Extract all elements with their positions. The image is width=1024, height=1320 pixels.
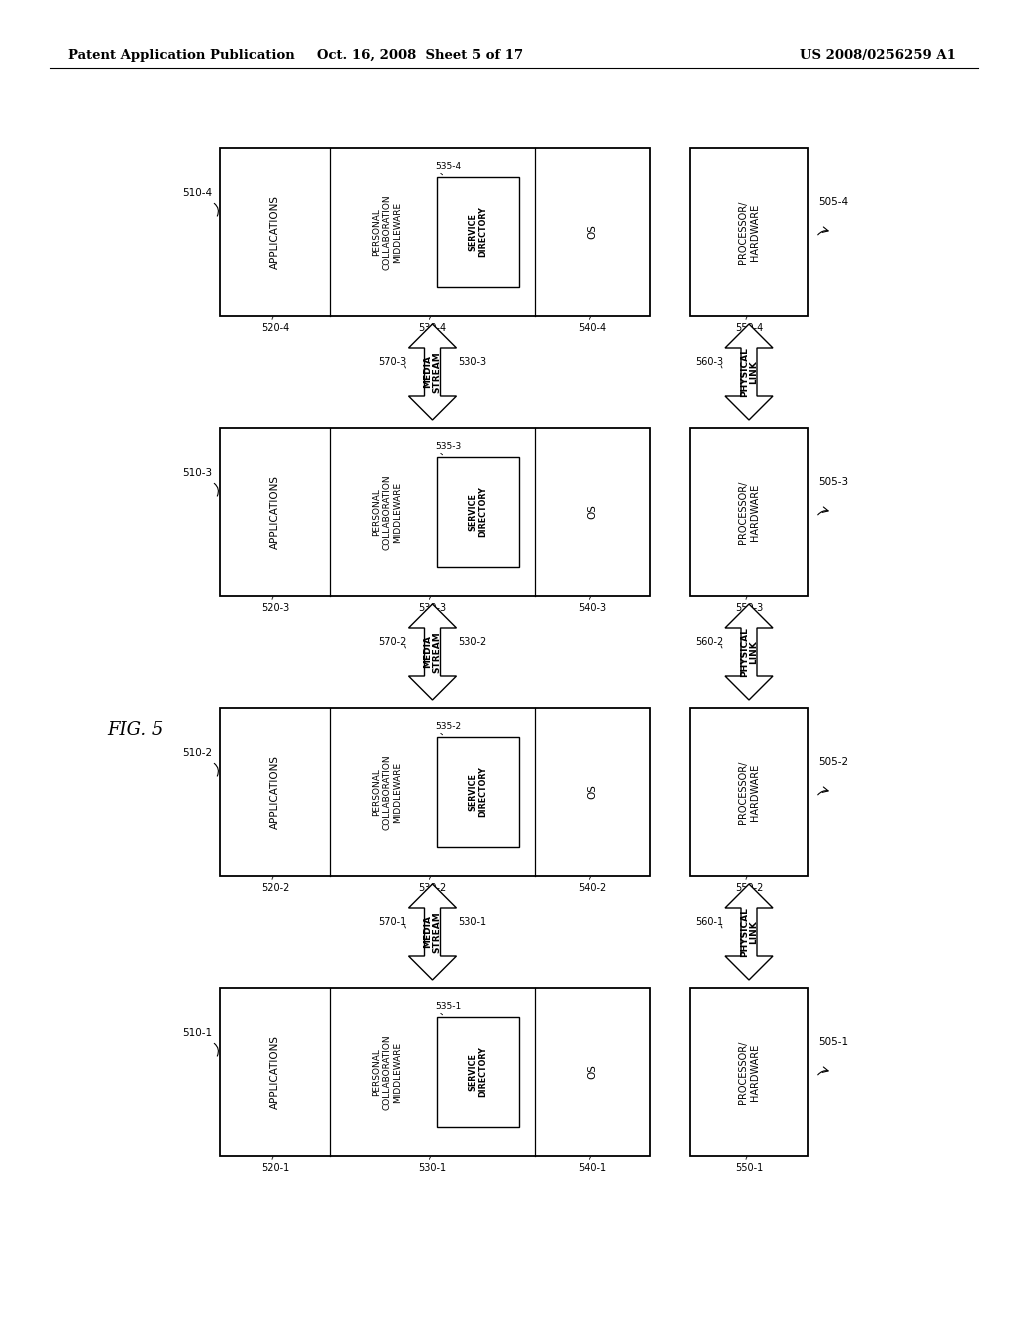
Text: 570-1: 570-1 xyxy=(378,917,407,927)
Text: 530-3: 530-3 xyxy=(419,603,446,612)
Text: APPLICATIONS: APPLICATIONS xyxy=(270,475,280,549)
Text: PERSONAL
COLLABORATION
MIDDLEWARE: PERSONAL COLLABORATION MIDDLEWARE xyxy=(373,1034,402,1110)
Text: 550-2: 550-2 xyxy=(735,883,763,894)
Text: 530-1: 530-1 xyxy=(459,917,486,927)
Text: 540-4: 540-4 xyxy=(579,323,606,333)
Text: MEDIA
STREAM: MEDIA STREAM xyxy=(423,351,441,393)
Polygon shape xyxy=(409,605,457,700)
Bar xyxy=(436,457,518,568)
Text: PROCESSOR/
HARDWARE: PROCESSOR/ HARDWARE xyxy=(738,201,760,264)
Text: APPLICATIONS: APPLICATIONS xyxy=(270,755,280,829)
Text: 550-4: 550-4 xyxy=(735,323,763,333)
Text: APPLICATIONS: APPLICATIONS xyxy=(270,195,280,269)
Text: OS: OS xyxy=(588,504,597,520)
Text: US 2008/0256259 A1: US 2008/0256259 A1 xyxy=(800,49,956,62)
Text: PERSONAL
COLLABORATION
MIDDLEWARE: PERSONAL COLLABORATION MIDDLEWARE xyxy=(373,194,402,269)
Text: APPLICATIONS: APPLICATIONS xyxy=(270,1035,280,1109)
Text: PROCESSOR/
HARDWARE: PROCESSOR/ HARDWARE xyxy=(738,760,760,824)
Text: MEDIA
STREAM: MEDIA STREAM xyxy=(423,911,441,953)
Text: PHYSICAL
LINK: PHYSICAL LINK xyxy=(739,627,759,677)
Text: 510-3: 510-3 xyxy=(182,469,212,478)
Bar xyxy=(436,737,518,847)
Text: 535-1: 535-1 xyxy=(435,1002,462,1011)
Text: 530-4: 530-4 xyxy=(419,323,446,333)
Bar xyxy=(690,148,808,315)
Bar xyxy=(690,428,808,597)
Text: OS: OS xyxy=(588,224,597,239)
Text: 530-2: 530-2 xyxy=(459,638,486,647)
Text: 540-2: 540-2 xyxy=(579,883,606,894)
Text: 520-1: 520-1 xyxy=(261,1163,289,1173)
Text: SERVICE
DIRECTORY: SERVICE DIRECTORY xyxy=(468,1047,487,1097)
Text: 505-3: 505-3 xyxy=(818,477,848,487)
Text: 570-3: 570-3 xyxy=(378,356,407,367)
Text: Oct. 16, 2008  Sheet 5 of 17: Oct. 16, 2008 Sheet 5 of 17 xyxy=(317,49,523,62)
Text: 530-2: 530-2 xyxy=(419,883,446,894)
Text: 535-3: 535-3 xyxy=(435,442,462,450)
Text: 530-3: 530-3 xyxy=(459,356,486,367)
Text: 520-2: 520-2 xyxy=(261,883,289,894)
Text: SERVICE
DIRECTORY: SERVICE DIRECTORY xyxy=(468,767,487,817)
Text: 550-1: 550-1 xyxy=(735,1163,763,1173)
Text: 510-1: 510-1 xyxy=(182,1028,212,1039)
Text: 570-2: 570-2 xyxy=(378,638,407,647)
Polygon shape xyxy=(409,323,457,420)
Polygon shape xyxy=(725,323,773,420)
Bar xyxy=(690,987,808,1156)
Text: 560-1: 560-1 xyxy=(695,917,723,927)
Text: 550-3: 550-3 xyxy=(735,603,763,612)
Text: OS: OS xyxy=(588,1064,597,1080)
Text: 510-2: 510-2 xyxy=(182,748,212,759)
Text: 540-1: 540-1 xyxy=(579,1163,606,1173)
Text: 560-3: 560-3 xyxy=(695,356,723,367)
Text: SERVICE
DIRECTORY: SERVICE DIRECTORY xyxy=(468,206,487,257)
Text: OS: OS xyxy=(588,784,597,800)
Text: PHYSICAL
LINK: PHYSICAL LINK xyxy=(739,907,759,957)
Text: MEDIA
STREAM: MEDIA STREAM xyxy=(423,631,441,673)
Text: 530-1: 530-1 xyxy=(419,1163,446,1173)
Polygon shape xyxy=(725,605,773,700)
Text: 540-3: 540-3 xyxy=(579,603,606,612)
Bar xyxy=(220,708,650,876)
Text: FIG. 5: FIG. 5 xyxy=(106,721,164,739)
Text: 510-4: 510-4 xyxy=(182,189,212,198)
Bar xyxy=(436,1016,518,1127)
Text: 535-4: 535-4 xyxy=(435,161,462,170)
Text: SERVICE
DIRECTORY: SERVICE DIRECTORY xyxy=(468,487,487,537)
Polygon shape xyxy=(725,884,773,979)
Bar xyxy=(220,148,650,315)
Text: PERSONAL
COLLABORATION
MIDDLEWARE: PERSONAL COLLABORATION MIDDLEWARE xyxy=(373,474,402,550)
Polygon shape xyxy=(409,884,457,979)
Text: Patent Application Publication: Patent Application Publication xyxy=(68,49,295,62)
Text: PROCESSOR/
HARDWARE: PROCESSOR/ HARDWARE xyxy=(738,480,760,544)
Text: 560-2: 560-2 xyxy=(694,638,723,647)
Text: 505-1: 505-1 xyxy=(818,1036,848,1047)
Bar xyxy=(690,708,808,876)
Text: 505-4: 505-4 xyxy=(818,197,848,207)
Text: 535-2: 535-2 xyxy=(435,722,462,730)
Bar xyxy=(436,177,518,288)
Text: PHYSICAL
LINK: PHYSICAL LINK xyxy=(739,347,759,397)
Text: PROCESSOR/
HARDWARE: PROCESSOR/ HARDWARE xyxy=(738,1040,760,1104)
Text: PERSONAL
COLLABORATION
MIDDLEWARE: PERSONAL COLLABORATION MIDDLEWARE xyxy=(373,754,402,830)
Text: 520-4: 520-4 xyxy=(261,323,289,333)
Bar xyxy=(220,428,650,597)
Text: 505-2: 505-2 xyxy=(818,756,848,767)
Bar xyxy=(220,987,650,1156)
Text: 520-3: 520-3 xyxy=(261,603,289,612)
